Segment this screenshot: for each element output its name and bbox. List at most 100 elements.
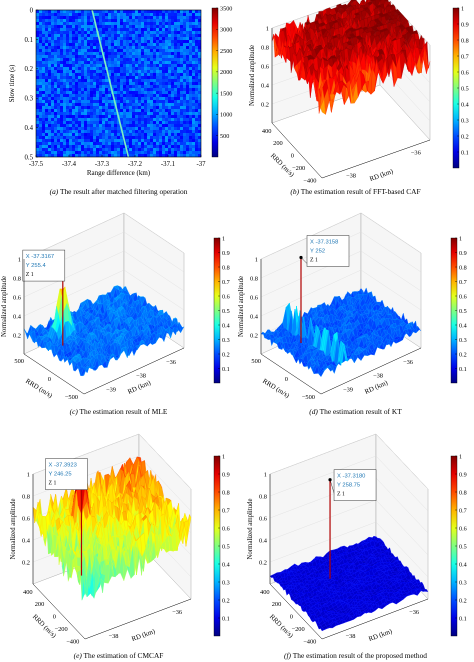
heatmap-cell [60,40,63,43]
heatmap-cell [51,115,54,118]
heatmap-cell [123,58,126,61]
heatmap-cell [114,142,117,145]
heatmap-cell [174,22,177,25]
heatmap-cell [198,112,201,115]
heatmap-cell [192,94,195,97]
heatmap-cell [129,136,132,139]
heatmap-cell [144,136,147,139]
heatmap-cell [105,58,108,61]
heatmap-cell [162,13,165,16]
heatmap-cell [69,109,72,112]
heatmap-cell [75,94,78,97]
heatmap-cell [150,124,153,127]
heatmap-cell [57,97,60,100]
heatmap-cell [99,151,102,154]
heatmap-cell [45,151,48,154]
heatmap-cell [120,10,123,13]
heatmap-cell [171,34,174,37]
heatmap-cell [141,130,144,133]
heatmap-cell [39,43,42,46]
heatmap-cell [39,64,42,67]
heatmap-cell [54,133,57,136]
heatmap-cell [42,130,45,133]
heatmap-cell [60,145,63,148]
heatmap-cell [36,52,39,55]
heatmap-cell [123,106,126,109]
heatmap-cell [114,130,117,133]
heatmap-cell [198,106,201,109]
heatmap-cell [90,73,93,76]
heatmap-cell [102,127,105,130]
heatmap-cell [48,16,51,19]
x-tick-label: −36 [411,150,421,157]
heatmap-cell [93,22,96,25]
y-axis [23,353,85,395]
heatmap-cell [189,103,192,106]
heatmap-cell [39,76,42,79]
colorbar-tick-label: 0.8 [222,264,230,271]
heatmap-cell [36,34,39,37]
heatmap-cell [183,115,186,118]
heatmap-cell [66,73,69,76]
heatmap-cell [90,16,93,19]
heatmap-cell [171,52,174,55]
heatmap-cell [165,130,168,133]
heatmap-cell [108,124,111,127]
heatmap-cell [165,19,168,22]
heatmap-cell [195,133,198,136]
heatmap-cell [105,145,108,148]
heatmap-cell [57,10,60,13]
heatmap-cell [192,103,195,106]
heatmap-cell [183,127,186,130]
heatmap-cell [42,154,45,157]
heatmap-cell [162,94,165,97]
heatmap-cell [192,22,195,25]
heatmap-cell [72,22,75,25]
heatmap-cell [189,10,192,13]
heatmap-cell [96,25,99,28]
heatmap-cell [48,82,51,85]
heatmap-cell [147,154,150,157]
heatmap-cell [171,103,174,106]
heatmap-cell [135,16,138,19]
caption-text: The estimation result of FFT-based CAF [300,187,421,196]
heatmap-cell [168,43,171,46]
heatmap-cell [39,34,42,37]
heatmap-cell [186,55,189,58]
heatmap-cell [180,127,183,130]
heatmap-cell [135,52,138,55]
heatmap-cell [135,148,138,151]
heatmap-cell [144,10,147,13]
heatmap-cell [174,70,177,73]
heatmap-cell [69,94,72,97]
heatmap-cell [123,64,126,67]
heatmap-cell [153,106,156,109]
heatmap-cell [81,58,84,61]
heatmap-cell [84,139,87,142]
heatmap-cell [60,46,63,49]
heatmap-cell [162,49,165,52]
heatmap-cell [60,82,63,85]
heatmap-cell [117,82,120,85]
heatmap-cell [42,37,45,40]
x-tick-label: −38 [136,373,146,380]
heatmap-cell [63,142,66,145]
heatmap-cell [138,91,141,94]
heatmap-cell [66,34,69,37]
heatmap-cell [174,130,177,133]
heatmap-cell [171,10,174,13]
heatmap-cell [78,10,81,13]
heatmap-cell [147,73,150,76]
heatmap-cell [126,76,129,79]
heatmap-cell [78,115,81,118]
heatmap-cell [132,13,135,16]
heatmap-cell [144,121,147,124]
heatmap-cell [75,88,78,91]
x-tick-label: -37.2 [128,161,143,168]
heatmap-cell [183,145,186,148]
heatmap-cell [99,97,102,100]
heatmap-cell [147,106,150,109]
heatmap-cell [171,79,174,82]
heatmap-cell [111,85,114,88]
